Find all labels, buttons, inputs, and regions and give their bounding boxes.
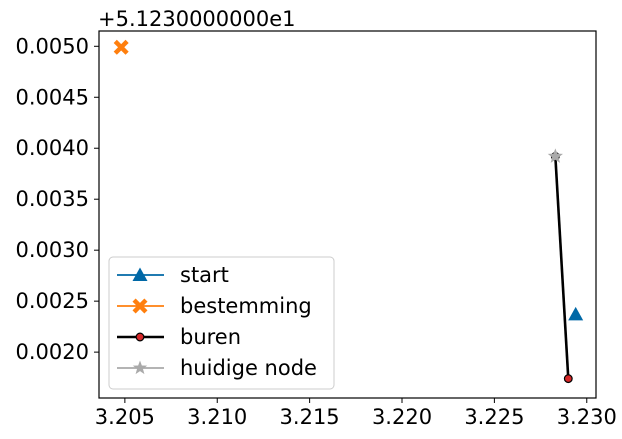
legend: start bestemming buren huidige node <box>108 256 335 390</box>
y-tick-label: 0.0025 <box>16 289 89 313</box>
x-tick-label: 3.215 <box>280 405 340 429</box>
series-bestemming <box>113 39 129 55</box>
series-buren <box>550 151 573 384</box>
y-tick-label: 0.0045 <box>16 85 89 109</box>
point-huidige-node <box>547 148 563 163</box>
legend-label-huidige-node: huidige node <box>180 356 317 380</box>
point-bestemming <box>113 39 129 55</box>
axes-border <box>98 30 597 399</box>
series-line-buren <box>554 156 570 379</box>
legend-marker-buren <box>135 332 145 342</box>
legend-marker-start <box>132 267 148 281</box>
y-axis: 0.0020 0.0025 0.0030 0.0035 0.0040 0.0045 0.00… <box>16 34 99 364</box>
legend-label-start: start <box>180 263 229 287</box>
legend-marker-huidige-node <box>132 360 148 375</box>
y-tick-label: 0.0030 <box>16 238 89 262</box>
y-tick-label: 0.0035 <box>16 187 89 211</box>
series-start <box>568 306 584 321</box>
y-tick-label: 0.0050 <box>16 34 89 58</box>
legend-label-bestemming: bestemming <box>180 294 312 318</box>
legend-label-buren: buren <box>180 325 241 349</box>
point-start <box>568 306 584 321</box>
legend-box <box>108 256 335 390</box>
x-axis: 3.205 3.210 3.215 3.220 3.225 3.230 <box>95 398 617 429</box>
x-tick-label: 3.225 <box>464 405 524 429</box>
x-tick-label: 3.230 <box>557 405 617 429</box>
y-tick-label: 0.0040 <box>16 136 89 160</box>
series-huidige-node <box>547 148 563 163</box>
plot-area <box>113 39 584 384</box>
axes-frame <box>98 30 597 399</box>
point-buren <box>563 374 573 384</box>
y-offset-label: +5.1230000000e1 <box>98 7 296 31</box>
y-tick-label: 0.0020 <box>16 340 89 364</box>
x-tick-label: 3.210 <box>187 405 247 429</box>
x-tick-label: 3.205 <box>95 405 155 429</box>
x-tick-label: 3.220 <box>372 405 432 429</box>
legend-marker-bestemming <box>132 298 148 314</box>
